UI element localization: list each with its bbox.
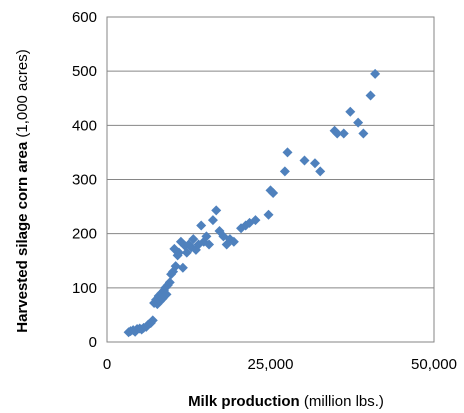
data-point: [283, 147, 293, 157]
data-point: [358, 128, 368, 138]
gridlines: [107, 71, 434, 288]
data-point: [196, 221, 206, 231]
x-axis-title-bold: Milk production: [188, 393, 300, 410]
y-tick-label: 500: [72, 63, 97, 80]
y-tick-label: 200: [72, 226, 97, 243]
data-point: [366, 91, 376, 101]
data-point: [280, 166, 290, 176]
data-point: [208, 215, 218, 225]
x-tick-label: 50,000: [411, 356, 457, 373]
x-axis-tick-labels: 0 25,000 50,000: [103, 356, 457, 373]
y-tick-label: 100: [72, 280, 97, 297]
data-point: [370, 69, 380, 79]
data-point: [310, 158, 320, 168]
y-tick-label: 300: [72, 172, 97, 189]
data-point: [211, 205, 221, 215]
y-axis-title-bold: Harvested silage corn area: [14, 141, 31, 333]
data-point: [339, 128, 349, 138]
x-tick-label: 0: [103, 356, 111, 373]
x-axis-title: Milk production (million lbs.): [188, 393, 384, 410]
x-axis-title-rest: (million lbs.): [300, 393, 384, 410]
y-tick-label: 600: [72, 9, 97, 26]
y-axis-tick-labels: 0 100 200 300 400 500 600: [72, 9, 97, 351]
data-point: [300, 156, 310, 166]
y-axis-title-rest: (1,000 acres): [14, 49, 31, 142]
data-point: [345, 107, 355, 117]
x-tick-label: 25,000: [248, 356, 294, 373]
data-point: [315, 166, 325, 176]
data-point: [178, 263, 188, 273]
y-tick-label: 400: [72, 117, 97, 134]
data-point: [264, 210, 274, 220]
data-point: [353, 118, 363, 128]
y-axis-title: Harvested silage corn area (1,000 acres): [14, 49, 31, 332]
y-tick-label: 0: [89, 334, 97, 351]
data-points: [124, 69, 381, 337]
